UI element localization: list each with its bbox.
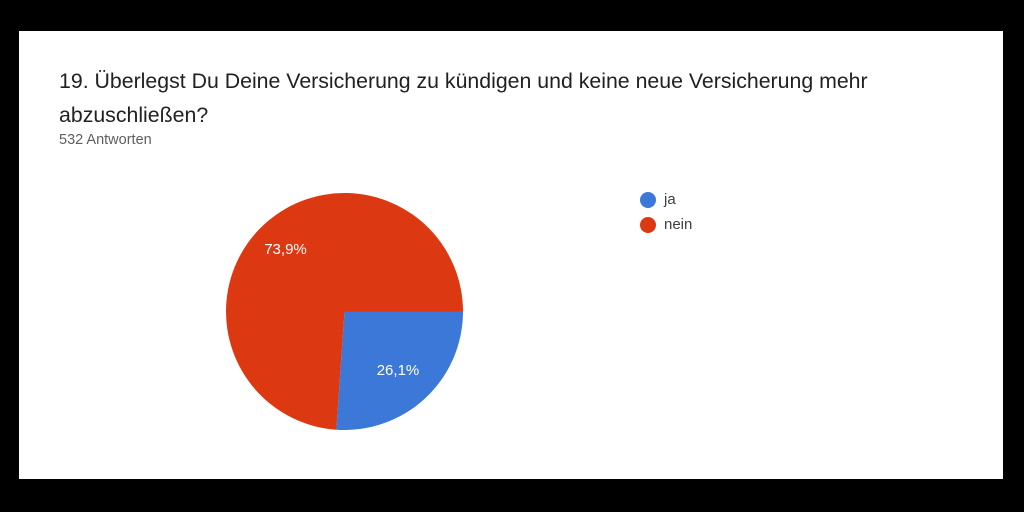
svg-text:26,1%: 26,1% <box>377 362 420 379</box>
svg-text:73,9%: 73,9% <box>264 241 307 258</box>
